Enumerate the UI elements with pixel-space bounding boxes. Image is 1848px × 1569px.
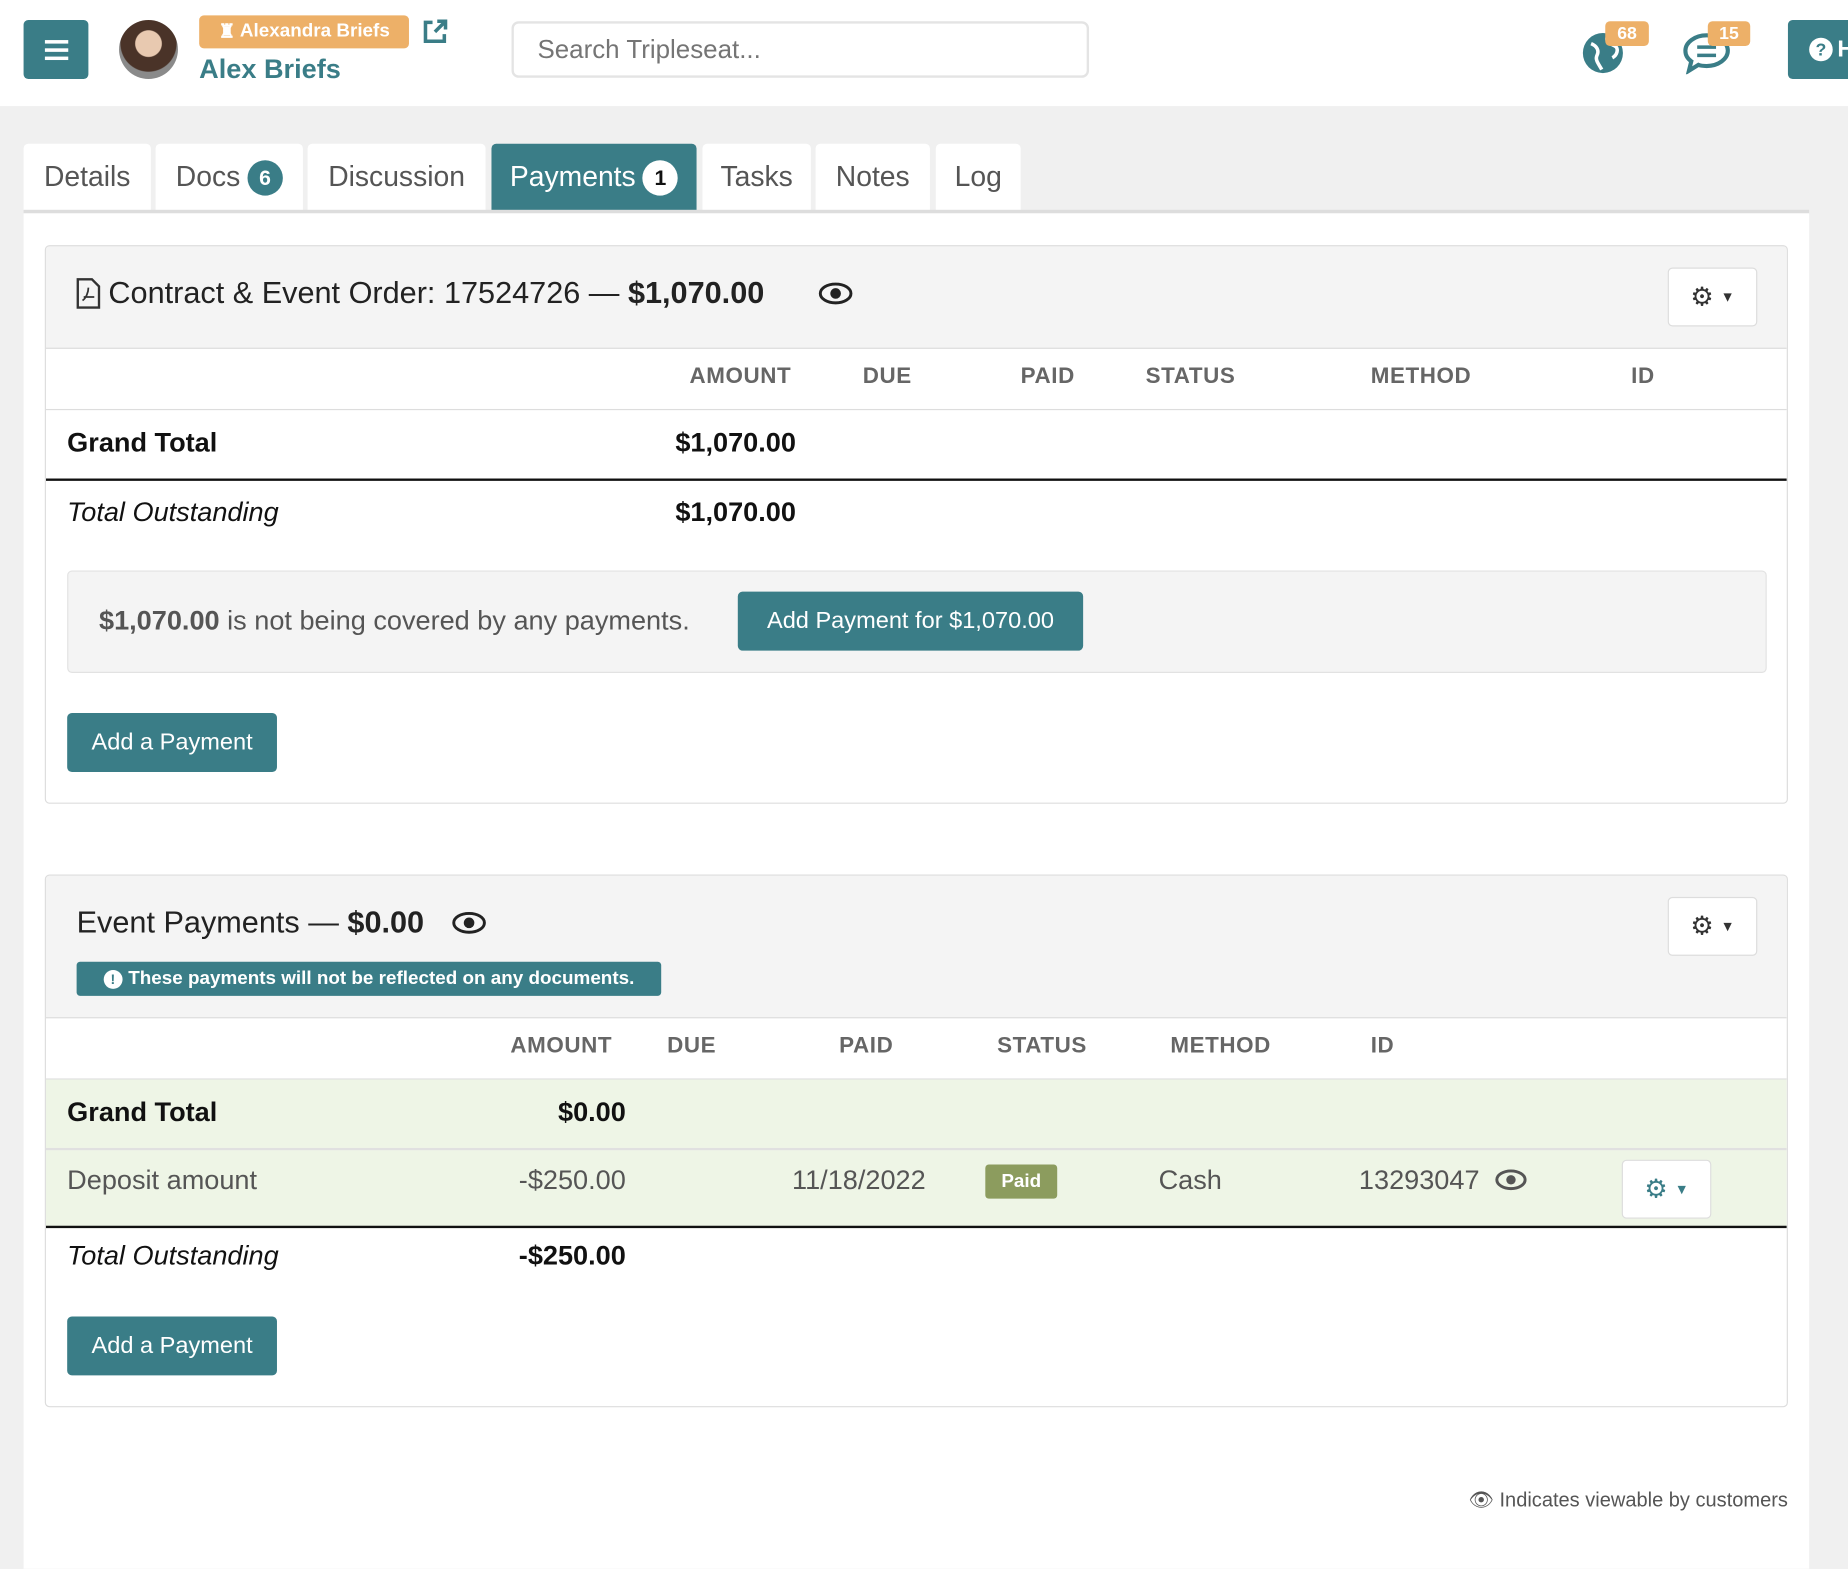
total-outstanding-row: Total Outstanding -$250.00	[67, 1239, 626, 1271]
tab-details[interactable]: Details	[23, 143, 151, 213]
top-bar: ♜Alexandra Briefs Alex Briefs 68 15 ?H	[0, 0, 1848, 107]
table-header: AMOUNT DUE PAID STATUS METHOD ID	[45, 348, 1787, 411]
eye-icon	[818, 282, 853, 305]
footer-note: 👁 Indicates viewable by customers	[1468, 1488, 1788, 1511]
card-header: Contract & Event Order: 17524726 — $1,07…	[45, 246, 1787, 349]
help-button[interactable]: ?H	[1787, 20, 1848, 79]
user-name[interactable]: Alex Briefs	[199, 53, 341, 84]
tab-notes[interactable]: Notes	[815, 143, 930, 213]
tab-payments[interactable]: Payments 1	[491, 143, 697, 213]
info-label: ! These payments will not be reflected on…	[76, 961, 662, 996]
external-link-icon[interactable]	[421, 18, 449, 46]
add-payment-for-amount-button[interactable]: Add Payment for $1,070.00	[737, 591, 1084, 651]
tab-docs[interactable]: Docs 6	[155, 143, 303, 213]
pdf-file-icon[interactable]	[75, 277, 101, 310]
contract-title: Contract & Event Order: 17524726 — $1,07…	[108, 274, 765, 310]
messages-count: 15	[1707, 21, 1751, 46]
caret-down-icon: ▼	[1674, 1180, 1689, 1198]
event-payments-card: Event Payments — $0.00 ! These payments w…	[44, 874, 1788, 1408]
card-header: Event Payments — $0.00 ! These payments w…	[45, 875, 1787, 1019]
tab-tasks[interactable]: Tasks	[702, 143, 811, 213]
tab-discussion[interactable]: Discussion	[307, 143, 486, 213]
tab-divider	[23, 209, 1810, 214]
docs-count: 6	[247, 160, 283, 196]
hamburger-icon	[44, 40, 68, 61]
impersonation-badge: ♜ Alexandra Briefs	[199, 15, 409, 49]
menu-button[interactable]	[23, 20, 89, 79]
eye-icon: 👁	[1468, 1488, 1500, 1511]
search-input[interactable]	[511, 21, 1090, 78]
chat-icon[interactable]	[1682, 32, 1732, 75]
eye-icon	[452, 911, 486, 934]
add-payment-button[interactable]: Add a Payment	[67, 1316, 277, 1376]
exclamation-circle-icon: !	[103, 969, 123, 989]
grand-total-row: Grand Total $0.00	[45, 1079, 1787, 1151]
grand-total-row: Grand Total $1,070.00	[45, 410, 1787, 481]
uncovered-notice: $1,070.00 is not being covered by any pa…	[67, 570, 1767, 673]
user-icon: ♜	[218, 22, 236, 43]
add-payment-button[interactable]: Add a Payment	[67, 713, 277, 772]
payments-count: 1	[642, 160, 679, 196]
gear-icon: ⚙	[1690, 911, 1714, 941]
contract-settings-button[interactable]: ⚙ ▼	[1667, 267, 1758, 327]
tab-log[interactable]: Log	[935, 143, 1021, 213]
caret-down-icon: ▼	[1720, 918, 1735, 935]
status-badge: Paid	[985, 1164, 1058, 1199]
avatar[interactable]	[119, 20, 178, 79]
payment-settings-button[interactable]: ⚙ ▼	[1621, 1159, 1712, 1219]
contract-card: Contract & Event Order: 17524726 — $1,07…	[44, 245, 1788, 804]
event-payments-settings-button[interactable]: ⚙ ▼	[1667, 896, 1758, 956]
question-icon: ?	[1809, 37, 1833, 62]
caret-down-icon: ▼	[1720, 288, 1735, 306]
total-outstanding-row: Total Outstanding $1,070.00	[67, 496, 796, 527]
table-header: AMOUNT DUE PAID STATUS METHOD ID	[45, 1017, 1787, 1080]
gear-icon: ⚙	[1690, 281, 1714, 312]
event-payments-title: Event Payments — $0.00	[76, 903, 425, 940]
payment-row[interactable]: Deposit amount -$250.00 11/18/2022 Paid …	[45, 1150, 1787, 1229]
gear-icon: ⚙	[1644, 1173, 1668, 1204]
eye-icon	[1495, 1169, 1527, 1191]
notifications-count: 68	[1605, 21, 1649, 46]
